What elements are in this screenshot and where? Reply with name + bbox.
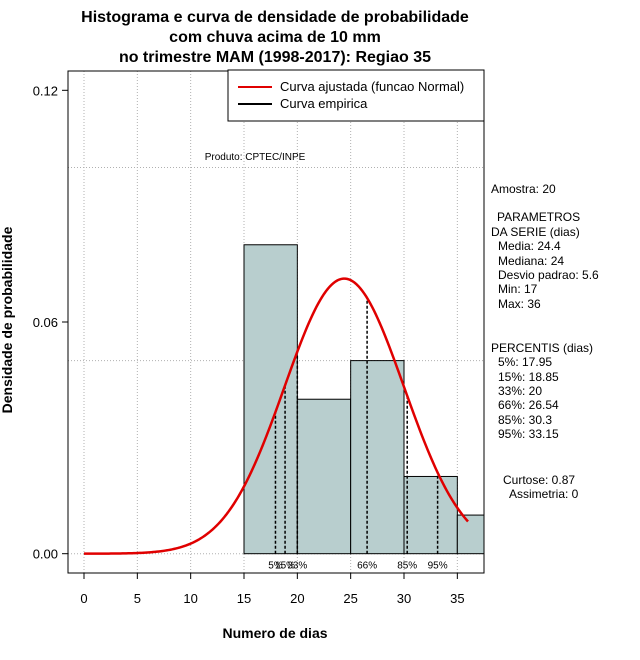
legend-label-fitted: Curva ajustada (funcao Normal) — [280, 79, 464, 94]
histogram-bar-2 — [296, 398, 352, 555]
stat-assimetria: Assimetria: 0 — [509, 487, 579, 501]
stats-panel: Amostra: 20 PARAMETROS DA SERIE (dias) M… — [491, 182, 599, 501]
x-tick-label-5: 5 — [134, 591, 141, 606]
histogram-bar-4 — [403, 475, 458, 555]
stat-min: Min: 17 — [498, 282, 538, 296]
x-tick-label-0: 0 — [80, 591, 87, 606]
legend-box — [227, 69, 485, 122]
stat-p85: 85%: 30.3 — [498, 413, 552, 427]
fitted-curve — [84, 277, 469, 555]
stat-mediana: Mediana: 24 — [498, 254, 564, 268]
stat-curtose: Curtose: 0.87 — [503, 473, 575, 487]
percentile-markers: 5%15%33% 66% 85% 95% — [268, 297, 448, 572]
y-tick-label-1: 0.06 — [33, 315, 58, 330]
stat-p5: 5%: 17.95 — [498, 355, 552, 369]
stat-desvio: Desvio padrao: 5.6 — [498, 268, 599, 282]
stat-p33: 33%: 20 — [498, 384, 542, 398]
fitted-curve-layer — [84, 277, 469, 555]
stat-media: Media: 24.4 — [498, 239, 561, 253]
percentile-label-3: 33% — [287, 561, 307, 572]
stat-max: Max: 36 — [498, 297, 541, 311]
percentile-label-1: 5% — [268, 561, 283, 572]
histogram-bar-3 — [350, 360, 405, 555]
y-tick-label-0: 0.00 — [33, 547, 58, 562]
percentile-label-6: 95% — [428, 561, 448, 572]
x-tick-label-10: 10 — [183, 591, 197, 606]
stat-amostra: Amostra: 20 — [491, 182, 556, 196]
x-tick-label-15: 15 — [237, 591, 251, 606]
x-tick-label-35: 35 — [450, 591, 464, 606]
chart-title-line-1: Histograma e curva de densidade de proba… — [81, 9, 469, 26]
chart-title-line-3: no trimestre MAM (1998-2017): Regiao 35 — [119, 49, 431, 66]
histogram-bar-5 — [456, 514, 485, 555]
y-axis-title: Densidade de probabilidade — [0, 226, 15, 413]
x-tick-label-30: 30 — [397, 591, 411, 606]
stat-p95: 95%: 33.15 — [498, 427, 559, 441]
product-label: Produto: CPTEC/INPE — [205, 152, 306, 163]
x-axis-title: Numero de dias — [222, 625, 327, 641]
stat-percentis-header: PERCENTIS (dias) — [491, 341, 593, 355]
stat-param-header-2: DA SERIE (dias) — [491, 225, 580, 239]
percentile-label-2: 15% — [275, 561, 295, 572]
x-tick-label-20: 20 — [290, 591, 304, 606]
stat-p66: 66%: 26.54 — [498, 398, 559, 412]
y-tick-label-2: 0.12 — [33, 83, 58, 98]
legend-label-empirical: Curva empirica — [280, 96, 368, 111]
stat-p15: 15%: 18.85 — [498, 370, 559, 384]
x-tick-label-25: 25 — [343, 591, 357, 606]
percentile-label-4: 66% — [357, 561, 377, 572]
legend: Curva ajustada (funcao Normal) Curva emp… — [227, 69, 485, 122]
histogram-bar-1 — [243, 244, 298, 555]
stat-param-header-1: PARAMETROS — [497, 210, 580, 224]
percentile-label-5: 85% — [397, 561, 417, 572]
chart-title-line-2: com chuva acima de 10 mm — [169, 29, 381, 46]
